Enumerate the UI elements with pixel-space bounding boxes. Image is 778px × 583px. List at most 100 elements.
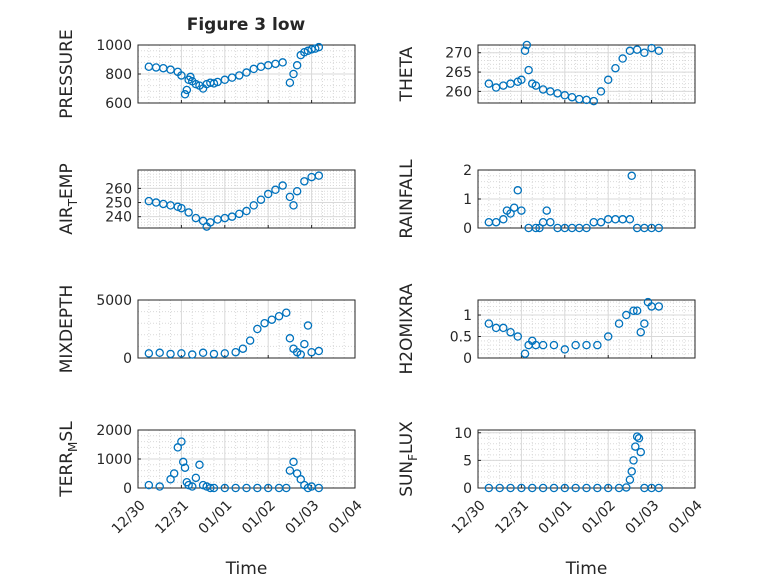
data-point (253, 324, 262, 334)
y-tick-label: 600 (105, 96, 132, 112)
y-tick-label: 5000 (96, 293, 132, 309)
data-point (520, 349, 530, 358)
data-point (499, 215, 508, 224)
data-point (220, 483, 230, 493)
x-tick-label: 01/04 (326, 497, 366, 537)
y-axis-label-main: H2OMIXRA (397, 283, 417, 374)
data-point (220, 349, 230, 358)
data-point (654, 223, 664, 233)
y-axis-label: TERRMSL (57, 421, 80, 498)
x-tick-label: 01/03 (622, 497, 662, 537)
data-point (260, 318, 269, 328)
y-axis-label: MIXDEPTH (57, 285, 77, 374)
data-point (596, 87, 606, 96)
y-tick-label: 2000 (96, 423, 132, 439)
y-axis-label-main: SUN (397, 461, 417, 497)
data-point (245, 336, 255, 345)
data-point (198, 348, 208, 358)
data-point (582, 340, 591, 350)
y-tick-label: 240 (105, 210, 132, 226)
data-point (282, 483, 291, 493)
y-axis-label: H2OMIXRA (397, 283, 417, 374)
data-point (513, 332, 523, 341)
subplot-h2omixra: 0 0.5 1 H2OMIXRA (397, 283, 696, 375)
data-point (506, 327, 515, 337)
data-point (282, 308, 291, 318)
data-point (256, 195, 266, 204)
figure-title: Figure 3 low (187, 15, 306, 35)
data-point (549, 483, 559, 493)
data-point (625, 475, 635, 484)
data-point (249, 201, 258, 210)
data-point (640, 319, 649, 328)
data-point (524, 65, 533, 75)
data-point (209, 483, 219, 493)
data-point (647, 43, 656, 53)
data-point (144, 480, 154, 490)
data-point (289, 69, 298, 79)
data-point (180, 463, 190, 472)
y-tick-label: 260 (105, 181, 132, 197)
data-point (285, 466, 295, 475)
data-point (274, 311, 284, 321)
data-point (654, 302, 664, 311)
data-point (227, 212, 237, 221)
data-point (596, 217, 606, 227)
data-point (484, 319, 494, 328)
data-point (632, 306, 642, 315)
data-point (285, 192, 295, 202)
data-point (520, 46, 530, 56)
data-point (292, 61, 302, 70)
data-point (571, 483, 580, 493)
data-point (242, 206, 251, 216)
data-point (603, 332, 613, 341)
y-tick-label: 265 (445, 65, 472, 81)
data-point (654, 46, 664, 56)
data-point (314, 483, 324, 493)
data-point (538, 483, 548, 493)
subplot-pressure: 600 800 1000 PRESSURE (57, 29, 356, 119)
data-point (206, 218, 215, 227)
y-tick-label: 260 (445, 84, 472, 100)
data-point (622, 310, 631, 320)
data-point (178, 457, 188, 467)
data-point (242, 483, 251, 493)
x-tick-label: 01/02 (579, 497, 619, 537)
data-point (271, 185, 280, 195)
data-point (484, 483, 494, 493)
data-point (571, 340, 580, 350)
data-point (169, 469, 179, 478)
data-point (206, 483, 215, 493)
y-tick-label: 0 (123, 481, 132, 497)
data-point (187, 350, 197, 359)
x-tick-label: 12/31 (492, 497, 532, 537)
data-point (285, 78, 295, 87)
data-point (180, 90, 190, 99)
y-tick-label: 0 (123, 351, 132, 367)
y-axis-label: PRESSURE (57, 29, 77, 118)
data-point (629, 456, 638, 465)
data-point (528, 483, 537, 493)
y-axis-label: THETA (397, 46, 417, 102)
x-axis-label: Time (225, 559, 268, 579)
y-axis-label-main: TERR (57, 452, 77, 498)
data-point (484, 79, 494, 88)
y-tick-label: 0 (463, 481, 472, 497)
data-point (231, 483, 240, 493)
data-point (166, 349, 175, 359)
data-point (267, 315, 277, 324)
data-point (603, 483, 613, 493)
data-point (296, 350, 305, 359)
data-point (549, 340, 559, 350)
y-axis-label-main: RAINFALL (397, 159, 417, 239)
data-point (622, 483, 631, 492)
data-point (238, 344, 248, 353)
data-point (191, 213, 201, 223)
y-tick-label: 1000 (96, 38, 132, 54)
data-point (300, 177, 309, 186)
data-point (314, 171, 324, 180)
data-point (593, 340, 602, 350)
data-point (531, 223, 541, 233)
data-point (582, 223, 591, 233)
